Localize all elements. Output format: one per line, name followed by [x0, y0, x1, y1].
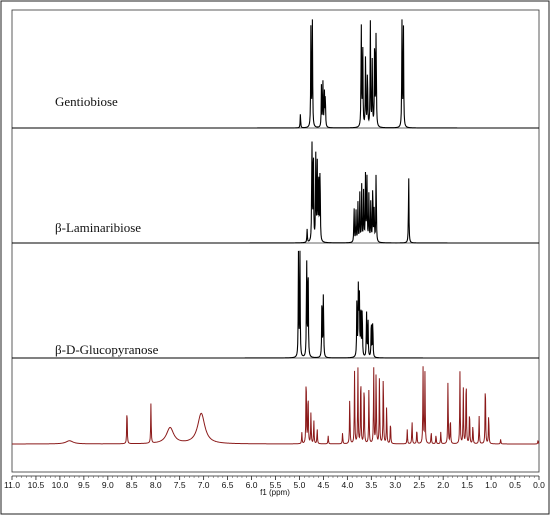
- series-labels: Gentiobiose β-Laminaribiose β-D-Glucopyran…: [55, 94, 159, 357]
- x-tick-label-4: 9.5: [78, 480, 90, 490]
- x-tick-label-22: 0.5: [509, 480, 521, 490]
- x-tick-label-17: 3.0: [389, 480, 401, 490]
- x-tick-label-10: 6.5: [222, 480, 234, 490]
- x-tick-label-16: 3.5: [365, 480, 377, 490]
- x-tick-label-15: 4.0: [341, 480, 353, 490]
- x-tick-label-9: 7.0: [198, 480, 210, 490]
- spectrum-line-4: [12, 366, 540, 445]
- x-tick-label-12: 5.5: [270, 480, 282, 490]
- x-tick-label-21: 1.0: [485, 480, 497, 490]
- series-label-2: β-Laminaribiose: [55, 220, 141, 235]
- x-tick-label-3: 10.0: [52, 480, 69, 490]
- x-tick-label-11: 6.0: [246, 480, 258, 490]
- series-label-3: β-D-Glucopyranose: [55, 342, 159, 357]
- x-axis-title: f1 (ppm): [260, 488, 290, 497]
- x-tick-label-13: 5.0: [294, 480, 306, 490]
- x-tick-label-20: 1.5: [461, 480, 473, 490]
- x-tick-label-7: 8.0: [150, 480, 162, 490]
- spectrum-line-1: [12, 19, 539, 129]
- series-label-1: Gentiobiose: [55, 94, 118, 109]
- spectrum-line-3: [12, 250, 539, 359]
- x-tick-label-5: 9.0: [102, 480, 114, 490]
- spectrum-1: [12, 19, 539, 129]
- x-tick-label-18: 2.5: [413, 480, 425, 490]
- spectrum-line-2: [12, 141, 539, 244]
- plot-frame: [11, 9, 540, 473]
- x-tick-label-2: 10.5: [28, 480, 45, 490]
- spectrum-3: [12, 250, 539, 359]
- spectra-traces: [12, 19, 540, 445]
- x-tick-label-6: 8.5: [126, 480, 138, 490]
- x-tick-label-19: 2.0: [437, 480, 449, 490]
- spectrum-2: [12, 141, 539, 244]
- x-axis: 11.0 10.5 10.0 9.5 9.0 8.5 8.0 7.5 7.0 6.5 6.0 5.5 5…: [4, 475, 545, 497]
- x-tick-label-14: 4.5: [317, 480, 329, 490]
- x-ticks: 11.0 10.5 10.0 9.5 9.0 8.5 8.0 7.5 7.0 6.5 6.0 5.5 5…: [4, 476, 545, 490]
- x-tick-label-8: 7.5: [174, 480, 186, 490]
- x-tick-label-23: 0.0: [533, 480, 545, 490]
- spectrum-4: [12, 366, 540, 445]
- x-tick-label-1: 11.0: [4, 480, 20, 490]
